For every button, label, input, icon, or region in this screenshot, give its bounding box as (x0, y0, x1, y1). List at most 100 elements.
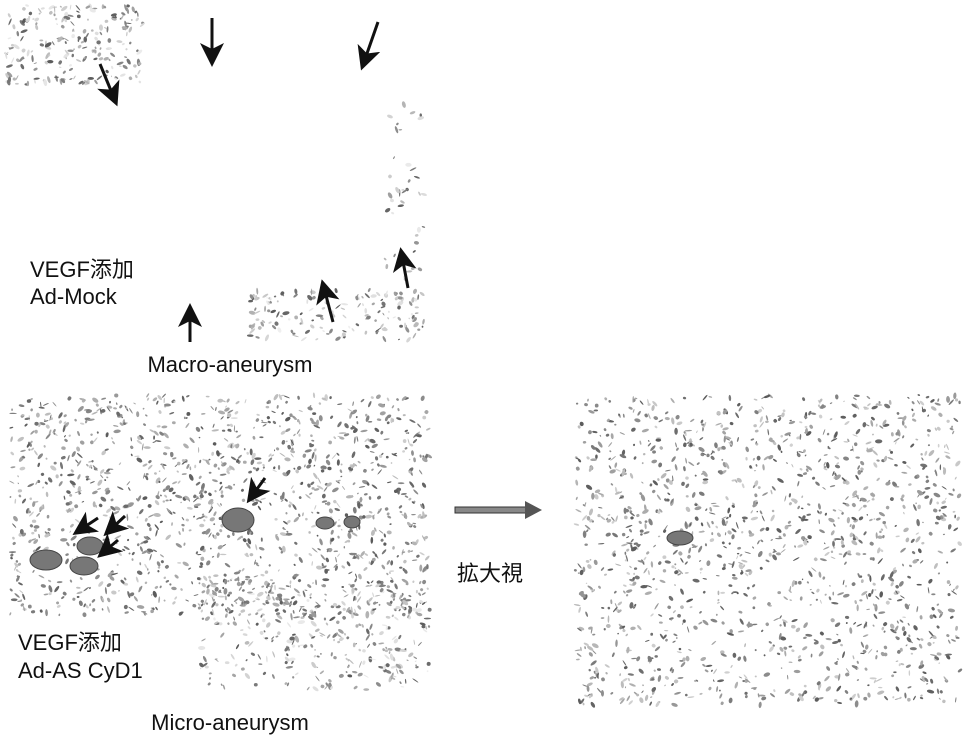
tissue-speck (702, 578, 707, 580)
tissue-speck (204, 615, 211, 621)
tissue-speck (364, 308, 367, 314)
tissue-speck (352, 482, 356, 486)
tissue-speck (677, 551, 683, 557)
tissue-speck (159, 520, 163, 523)
tissue-speck (754, 493, 758, 498)
tissue-speck (152, 590, 158, 598)
tissue-speck (111, 75, 112, 77)
tissue-speck (932, 508, 937, 513)
tissue-speck (614, 424, 616, 426)
tissue-speck (375, 456, 379, 461)
tissue-speck (31, 610, 36, 614)
tissue-speck (165, 580, 169, 584)
tissue-speck (872, 449, 879, 456)
tissue-speck (367, 288, 371, 293)
tissue-speck (326, 634, 331, 639)
tissue-speck (310, 620, 318, 628)
tissue-speck (111, 65, 114, 69)
tissue-speck (357, 605, 362, 611)
tissue-speck (169, 583, 172, 586)
tissue-speck (161, 425, 167, 428)
tissue-speck (851, 582, 856, 587)
tissue-speck (356, 421, 358, 424)
tissue-speck (163, 599, 166, 602)
tissue-speck (126, 514, 128, 521)
tissue-speck (836, 685, 842, 692)
tissue-speck (656, 494, 661, 500)
tissue-speck (896, 412, 900, 416)
tissue-speck (402, 613, 406, 617)
tissue-speck (930, 678, 934, 684)
tissue-speck (724, 671, 730, 674)
tissue-speck (890, 451, 893, 454)
tissue-speck (70, 5, 72, 10)
tissue-speck (328, 440, 332, 445)
tissue-speck (376, 463, 380, 467)
tissue-speck (394, 616, 400, 621)
tissue-speck (941, 486, 947, 490)
tissue-speck (725, 496, 729, 501)
tissue-speck (584, 543, 588, 546)
tissue-speck (304, 329, 310, 335)
tissue-speck (900, 547, 907, 553)
tissue-speck (605, 532, 612, 537)
tissue-speck (344, 633, 347, 636)
tissue-speck (39, 43, 44, 47)
tissue-speck (641, 428, 649, 433)
tissue-speck (200, 609, 203, 613)
tissue-speck (576, 659, 580, 661)
tissue-speck (409, 110, 415, 115)
tissue-speck (232, 532, 235, 536)
tissue-speck (741, 559, 748, 563)
tissue-speck (608, 400, 611, 403)
tissue-speck (418, 642, 423, 647)
tissue-speck (419, 469, 423, 475)
tissue-speck (932, 642, 935, 644)
tissue-speck (341, 529, 343, 531)
tissue-speck (233, 484, 235, 486)
tissue-speck (604, 628, 606, 631)
tissue-speck (709, 507, 713, 512)
tissue-speck (780, 549, 785, 553)
tissue-speck (858, 506, 863, 512)
tissue-speck (18, 494, 22, 498)
tissue-speck (871, 498, 874, 501)
tissue-speck (292, 633, 296, 636)
tissue-speck (262, 602, 266, 605)
tissue-speck (271, 674, 275, 679)
tissue-speck (948, 639, 951, 644)
tissue-speck (944, 653, 952, 656)
tissue-speck (116, 563, 119, 566)
tissue-speck (164, 494, 168, 498)
tissue-speck (129, 408, 134, 414)
tissue-speck (172, 601, 177, 606)
tissue-speck (271, 636, 275, 640)
tissue-speck (296, 429, 300, 435)
tissue-speck (281, 395, 284, 397)
tissue-speck (609, 450, 612, 453)
tissue-speck (594, 676, 597, 679)
tissue-speck (638, 520, 642, 524)
tissue-speck (322, 584, 327, 588)
tissue-speck (129, 445, 134, 450)
tissue-speck (654, 425, 658, 429)
tissue-speck (894, 625, 900, 633)
tissue-speck (41, 7, 45, 10)
tissue-speck (597, 441, 604, 449)
tissue-speck (27, 483, 35, 488)
tissue-speck (292, 610, 294, 614)
tissue-speck (214, 490, 217, 493)
tissue-speck (213, 463, 218, 468)
tissue-speck (957, 668, 963, 673)
tissue-speck (728, 697, 733, 703)
tissue-speck (92, 437, 98, 443)
tissue-speck (927, 587, 929, 594)
tissue-speck (235, 644, 239, 650)
tissue-speck (657, 668, 661, 671)
tissue-speck (806, 581, 809, 584)
tissue-speck (679, 588, 684, 595)
tissue-speck (384, 207, 391, 213)
tissue-speck (700, 572, 701, 574)
tissue-speck (55, 17, 58, 20)
tissue-speck (265, 406, 269, 409)
